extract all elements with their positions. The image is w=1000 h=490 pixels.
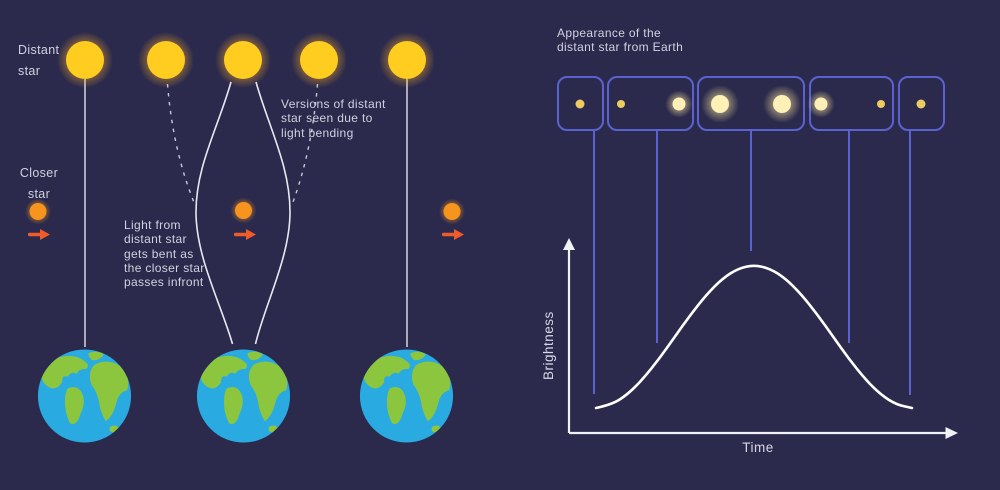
motion-arrow-icon-3 [442, 229, 464, 240]
sightline-dashed-right [290, 83, 319, 207]
distant-stars-row [57, 32, 435, 88]
light-bent-note: Light from distant star gets bent as the… [124, 218, 205, 290]
star-image-dot [617, 100, 625, 108]
star-core [147, 41, 185, 79]
distant-star-label: Distant star [18, 43, 60, 78]
star-core [388, 41, 426, 79]
appearance-panel-5 [898, 76, 945, 131]
brightness-curve [594, 264, 914, 410]
closer-star-core [29, 203, 47, 220]
star-image-dot [877, 100, 885, 108]
closer-star-t2 [230, 197, 257, 224]
distant-star-t3 [379, 32, 435, 88]
star-image-dot [916, 99, 926, 109]
earth-t2 [197, 349, 290, 442]
star-core [66, 41, 104, 79]
star-core [300, 41, 338, 79]
star-core [224, 41, 262, 79]
apparent-star-image-right [291, 32, 347, 88]
chart-axes [563, 238, 958, 439]
motion-arrow-icon-1 [28, 229, 50, 240]
closer-star-core [443, 203, 461, 220]
distant-star-t1 [57, 32, 113, 88]
earth-t3 [360, 349, 453, 442]
light-path-bent-left [195, 81, 234, 345]
x-axis-arrow-icon [945, 427, 958, 439]
sightline-dashed-left [166, 83, 197, 207]
versions-note: Versions of distant star seen due to lig… [281, 97, 386, 140]
light-paths [84, 79, 408, 347]
appearance-panels [557, 76, 945, 131]
appearance-panel-1 [557, 76, 604, 131]
distant-star-t2 [215, 32, 271, 88]
appearance-panel-2 [607, 76, 694, 131]
panel-connector-lines [593, 130, 911, 395]
apparent-star-image-left [138, 32, 194, 88]
closer-star-label: Closer star [19, 166, 59, 201]
star-image-dot [711, 95, 729, 113]
earth-t1 [38, 349, 131, 442]
star-image-dot [575, 99, 585, 109]
closer-star-core [235, 202, 252, 219]
motion-arrow-icon-2 [234, 229, 256, 240]
star-image-dot [814, 97, 828, 111]
light-path-bent-right [254, 81, 291, 345]
star-image-dot [773, 95, 791, 113]
y-axis-label: Brightness [541, 311, 556, 380]
closer-star-t3 [439, 198, 465, 225]
appearance-title: Appearance of the distant star from Eart… [557, 26, 684, 55]
earths-row [38, 349, 453, 442]
star-image-dot [672, 97, 686, 111]
y-axis-arrow-icon [563, 238, 575, 250]
x-axis-label: Time [742, 440, 774, 455]
closer-stars-row [25, 197, 465, 240]
closer-star-t1 [25, 198, 51, 225]
